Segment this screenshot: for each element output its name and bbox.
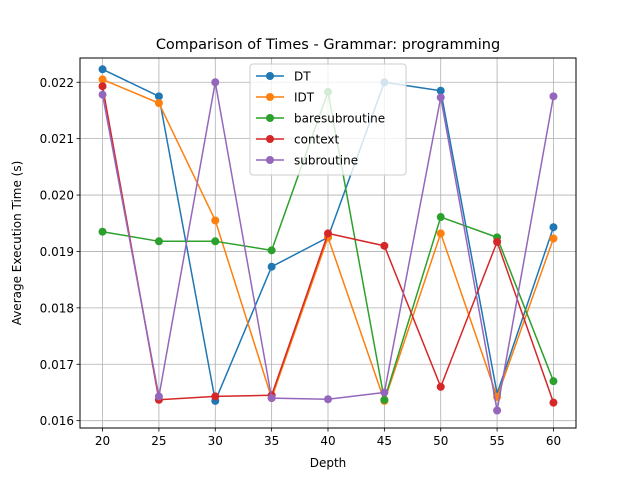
legend-swatch-marker	[266, 114, 274, 122]
data-point-context	[324, 229, 332, 238]
data-point-baresubroutine	[436, 213, 445, 222]
y-tick-label: 0.017	[40, 358, 74, 372]
data-point-subroutine	[380, 388, 389, 397]
y-tick-label: 0.021	[40, 132, 74, 146]
data-point-DT	[436, 86, 445, 95]
x-tick-label: 30	[208, 434, 223, 448]
data-point-baresubroutine	[267, 246, 276, 255]
legend-item-DT: DT	[256, 70, 311, 84]
data-point-subroutine	[436, 93, 445, 102]
legend-swatch-marker	[266, 156, 274, 164]
chart-title: Comparison of Times - Grammar: programmi…	[156, 37, 500, 53]
legend: DT IDT baresubroutine context subroutine	[249, 63, 407, 176]
y-tick-label: 0.022	[40, 76, 74, 90]
legend-label: context	[294, 133, 340, 147]
legend-swatch-marker	[266, 93, 274, 101]
x-tick-label: 20	[95, 434, 110, 448]
y-axis-label: Average Execution Time (s)	[10, 161, 24, 326]
y-tick-label: 0.018	[40, 301, 74, 315]
data-point-subroutine	[549, 92, 558, 101]
data-point-subroutine	[267, 394, 276, 403]
data-point-IDT	[549, 234, 558, 243]
data-point-IDT	[211, 216, 220, 225]
legend-box	[249, 63, 407, 176]
data-point-baresubroutine	[211, 237, 220, 246]
x-tick-label: 25	[151, 434, 166, 448]
legend-swatch-marker	[266, 72, 274, 80]
y-tick-label: 0.020	[40, 189, 74, 203]
x-tick-label: 50	[433, 434, 448, 448]
data-point-DT	[98, 65, 107, 74]
data-point-IDT	[154, 99, 163, 108]
data-point-IDT	[98, 75, 107, 84]
data-point-context	[211, 392, 220, 401]
data-point-context	[549, 398, 558, 407]
data-point-baresubroutine	[380, 395, 389, 404]
legend-item-subroutine: subroutine	[256, 154, 358, 168]
legend-label: IDT	[294, 91, 315, 105]
data-point-subroutine	[98, 90, 107, 99]
data-point-baresubroutine	[549, 377, 558, 386]
data-point-DT	[154, 92, 163, 101]
legend-label: subroutine	[294, 154, 358, 168]
data-point-subroutine	[324, 395, 332, 404]
data-point-baresubroutine	[98, 227, 107, 236]
data-point-DT	[549, 223, 558, 232]
data-point-subroutine	[211, 78, 220, 87]
data-point-DT	[267, 262, 276, 271]
data-point-context	[493, 237, 502, 246]
data-point-subroutine	[493, 406, 502, 415]
series-context	[98, 82, 558, 407]
data-point-baresubroutine	[154, 237, 163, 246]
data-point-subroutine	[154, 392, 163, 401]
data-point-context	[436, 382, 445, 391]
axis-ticks: 20 25 30 35 40 45 50 55 60 0.016 0.017 0.018 0.019 0.…	[40, 76, 561, 448]
legend-item-baresubroutine: baresubroutine	[256, 112, 385, 126]
x-tick-label: 35	[264, 434, 279, 448]
y-tick-label: 0.019	[40, 245, 74, 259]
legend-item-context: context	[256, 133, 340, 147]
x-tick-label: 45	[377, 434, 392, 448]
legend-swatch-marker	[266, 135, 274, 143]
x-tick-label: 60	[546, 434, 561, 448]
legend-label: DT	[294, 70, 311, 84]
x-tick-label: 40	[320, 434, 335, 448]
data-point-context	[98, 82, 107, 91]
series-subroutine	[98, 78, 558, 415]
x-axis-label: Depth	[310, 456, 347, 470]
data-point-IDT	[436, 229, 445, 238]
y-tick-label: 0.016	[40, 414, 74, 428]
legend-item-IDT: IDT	[256, 91, 315, 105]
x-tick-label: 55	[489, 434, 504, 448]
legend-label: baresubroutine	[294, 112, 385, 126]
data-point-context	[380, 241, 389, 250]
